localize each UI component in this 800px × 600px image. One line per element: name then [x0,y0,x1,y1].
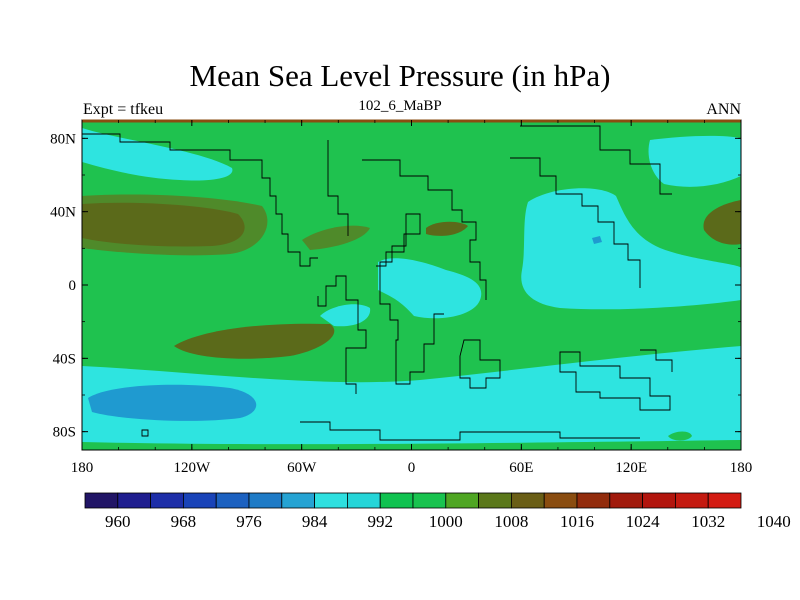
field-southern-low [88,384,257,421]
lat-label: 80N [50,131,76,147]
field-africa-low [378,258,482,319]
field-small-high-2 [426,221,468,236]
colorbar-swatch [84,492,119,509]
lon-label: 60W [287,460,317,476]
coast-greenland [327,140,349,236]
coast-africa [376,213,444,385]
coast-madagascar [459,339,501,389]
colorbar-swatch [412,492,447,509]
field-pacific-high [703,200,741,245]
colorbar [84,492,742,509]
lat-label: 40S [53,351,76,367]
colorbar-swatch [346,492,381,509]
colorbar-swatch [445,492,479,509]
coast-australia [559,351,671,411]
axis-ticks [81,120,742,450]
lon-label: 0 [408,460,416,476]
colorbar-swatch [576,492,611,509]
colorbar-swatch [642,492,676,509]
coast-south-america [317,275,367,394]
colorbar-swatch [182,492,217,509]
colorbar-swatch [314,492,348,509]
colorbar-swatch [510,492,545,509]
latitude-labels: 80N 40N 0 40S 80S [50,131,76,440]
coast-asia [510,157,641,288]
field-asia-low [521,188,741,310]
field-arctic-cyan [648,135,741,187]
field-asia-core [592,236,602,244]
lon-label: 120E [615,460,647,476]
lon-label: 60E [509,460,533,476]
colorbar-labels: 960 968 976 984 992 1000 1008 1016 1024 1032 1040 [105,512,791,531]
colorbar-label: 992 [367,512,393,531]
field-small-high-1 [302,225,370,250]
coast-europe [362,159,487,300]
colorbar-swatch [215,492,250,509]
contour-fields [82,120,741,450]
colorbar-swatch [543,492,578,509]
colorbar-swatch [379,492,414,509]
period-label: 102_6_MaBP [358,98,442,114]
colorbar-swatch [707,492,742,509]
colorbar-label: 984 [302,512,328,531]
lon-label: 180 [71,460,94,476]
colorbar-label: 1008 [494,512,528,531]
colorbar-label: 1000 [429,512,463,531]
colorbar-label: 1024 [626,512,661,531]
longitude-labels: 180 120W 60W 0 60E 120E 180 [71,460,753,476]
colorbar-swatch [478,492,512,509]
coast-siberia [520,125,672,195]
colorbar-swatch [248,492,283,509]
colorbar-label: 960 [105,512,131,531]
lat-label: 80S [53,425,76,441]
field-small-green [668,431,692,441]
colorbar-swatch [117,492,152,509]
field-south-high [174,323,335,359]
colorbar-label: 976 [236,512,262,531]
lon-label: 120W [173,460,211,476]
colorbar-swatch [675,492,709,509]
colorbar-label: 1032 [691,512,725,531]
colorbar-label: 1016 [560,512,594,531]
colorbar-label: 1040 [757,512,791,531]
colorbar-swatch [150,492,184,509]
chart-title: Mean Sea Level Pressure (in hPa) [189,58,611,93]
coastlines [82,125,673,441]
coast-antarctica [141,421,640,441]
experiment-label: Expt = tfkeu [83,101,164,118]
colorbar-swatch [281,492,315,509]
colorbar-swatch [609,492,643,509]
coast-indonesia [640,349,673,372]
season-label: ANN [706,101,741,118]
lat-label: 40N [50,205,76,221]
colorbar-label: 968 [171,512,197,531]
coast-north-america [82,133,318,267]
field-north-high-inner [82,202,245,247]
lon-label: 180 [730,460,753,476]
lat-label: 0 [69,278,77,294]
